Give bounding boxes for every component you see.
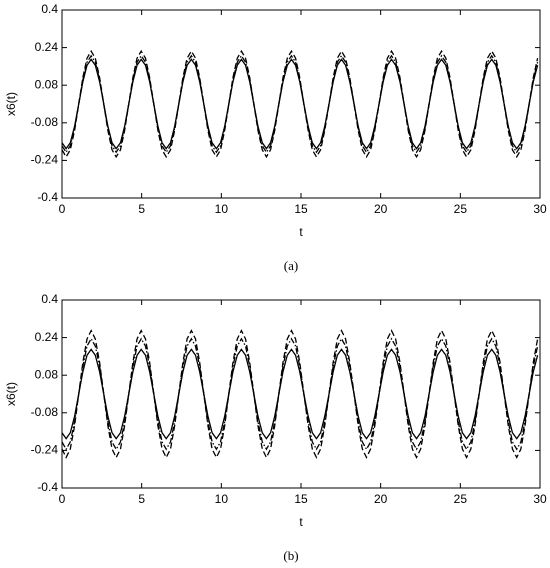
- x-tick-label: 5: [138, 492, 145, 506]
- x-tick-label: 5: [138, 202, 145, 216]
- y-tick-label: 0.08: [35, 77, 59, 91]
- x-axis-label: t: [299, 225, 303, 239]
- y-tick-label: 0.4: [41, 2, 58, 16]
- y-tick-label: -0.4: [37, 480, 58, 494]
- x-tick-label: 20: [374, 492, 388, 506]
- y-axis-label: x6(t): [4, 92, 18, 116]
- data-line: [61, 49, 539, 159]
- y-tick-label: 0.24: [35, 330, 59, 344]
- x-tick-label: 10: [215, 202, 229, 216]
- y-tick-label: -0.08: [31, 405, 59, 419]
- data-line: [61, 58, 539, 150]
- x-tick-label: 30: [533, 492, 547, 506]
- y-tick-label: -0.08: [31, 115, 59, 129]
- data-line: [61, 54, 539, 154]
- y-tick-label: -0.4: [37, 190, 58, 204]
- data-line: [61, 348, 539, 440]
- data-line: [61, 329, 539, 459]
- x-axis-label: t: [299, 515, 303, 529]
- y-tick-label: -0.24: [31, 443, 59, 457]
- y-tick-label: 0.4: [41, 292, 58, 306]
- x-tick-label: 0: [59, 202, 66, 216]
- plot-frame: [61, 299, 541, 489]
- x-tick-label: 0: [59, 492, 66, 506]
- caption: (a): [284, 258, 298, 273]
- x-tick-label: 25: [454, 492, 468, 506]
- data-line: [61, 337, 539, 451]
- x-tick-label: 10: [215, 492, 229, 506]
- y-tick-label: -0.24: [31, 153, 59, 167]
- x-tick-label: 15: [294, 492, 308, 506]
- x-tick-label: 15: [294, 202, 308, 216]
- y-axis-label: x6(t): [4, 382, 18, 406]
- x-tick-label: 30: [533, 202, 547, 216]
- plot-frame: [61, 9, 541, 199]
- y-tick-label: 0.08: [35, 367, 59, 381]
- y-tick-label: 0.24: [35, 40, 59, 54]
- x-tick-label: 20: [374, 202, 388, 216]
- caption: (b): [283, 548, 298, 563]
- x-tick-label: 25: [454, 202, 468, 216]
